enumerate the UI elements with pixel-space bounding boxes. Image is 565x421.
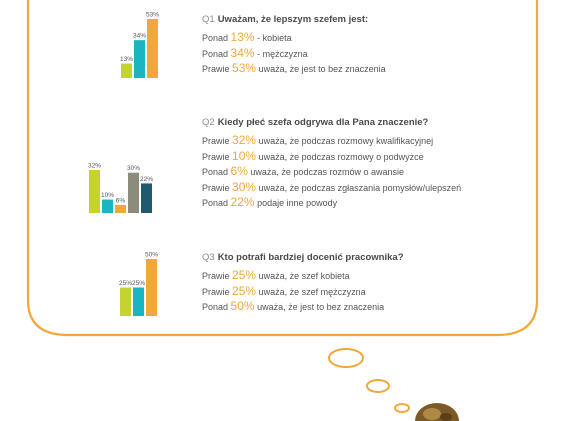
bubble-outline <box>26 0 539 337</box>
answer-percent: 25% <box>232 283 257 298</box>
answer-line: Ponad 13% - kobieta <box>202 30 292 44</box>
question-2-number: Q2 <box>202 117 215 128</box>
answer-line: Prawie 30% uważa, że podczas zgłaszania … <box>202 179 462 194</box>
answer-percent: 25% <box>232 268 257 282</box>
chart-3-bar-label: 25% <box>119 280 132 287</box>
chart-3-bar <box>120 287 131 316</box>
chart-2-bar-label: 32% <box>88 163 101 170</box>
chart-3-bar <box>146 259 157 316</box>
chart-1-bar <box>121 63 132 78</box>
answer-line: Prawie 53% uważa, że jest to bez znaczen… <box>202 61 386 76</box>
chart-2-bar-label: 6% <box>116 197 126 204</box>
chart-2-bar <box>102 199 113 213</box>
answer-line: Ponad 22% podaje inne powody <box>202 195 338 210</box>
chart-2-bar-label: 22% <box>140 176 153 183</box>
answer-line: Prawie 25% uważa, że szef mężczyzna <box>202 283 366 298</box>
question-2-block: Q2 Kiedy płeć szefa odgrywa dla Pana znac… <box>202 117 461 211</box>
answer-percent: 34% <box>230 45 255 60</box>
chart-2-bar <box>128 172 139 213</box>
character-head-illustration <box>415 403 459 421</box>
bubble-dot-large <box>328 348 364 368</box>
answer-line: Prawie 25% uważa, że szef kobieta <box>202 268 350 282</box>
chart-1-bar <box>147 19 158 78</box>
answer-percent: 30% <box>232 179 257 194</box>
answer-line: Ponad 6% uważa, że podczas rozmów o awan… <box>202 164 404 179</box>
chart-3-bar <box>133 287 144 316</box>
answer-percent: 53% <box>232 61 257 76</box>
chart-1-bar-label: 34% <box>133 33 146 40</box>
answer-percent: 6% <box>230 164 248 179</box>
bubble-dot-small <box>394 403 410 413</box>
answer-percent: 10% <box>232 148 257 163</box>
answer-line: Ponad 50% uważa, że jest to bez znaczeni… <box>202 299 385 314</box>
chart-2-bar <box>115 204 126 213</box>
chart-1-bar-label: 13% <box>120 56 133 63</box>
chart-1-bar-label: 53% <box>146 12 159 19</box>
answer-percent: 22% <box>230 195 255 210</box>
answer-line: Prawie 10% uważa, że podczas rozmowy o p… <box>202 148 424 163</box>
answer-line: Ponad 34% - mężczyzna <box>202 45 308 60</box>
answer-percent: 32% <box>232 133 257 147</box>
question-3-number: Q3 <box>202 252 215 263</box>
chart-1-bar <box>134 40 145 78</box>
question-3-title: Q3 Kto potrafi bardziej docenić pracownik… <box>202 252 404 263</box>
chart-3-bar-label: 50% <box>145 252 158 259</box>
chart-3-bar-label: 25% <box>132 280 145 287</box>
chart-2-bar <box>141 183 152 213</box>
chart-2-bar <box>89 170 100 213</box>
chart-2-bar-label: 10% <box>101 192 114 199</box>
question-1-block: Q1 Uważam, że lepszym szefem jest: Ponad … <box>202 14 386 77</box>
answer-line: Prawie 32% uważa, że podczas rozmowy kwa… <box>202 133 434 147</box>
question-2-title: Q2 Kiedy płeć szefa odgrywa dla Pana znac… <box>202 117 429 128</box>
answer-percent: 50% <box>230 299 255 314</box>
question-1-number: Q1 <box>202 14 215 25</box>
bubble-dot-medium <box>366 379 390 393</box>
question-3-block: Q3 Kto potrafi bardziej docenić pracownik… <box>202 252 404 315</box>
question-1-title: Q1 Uważam, że lepszym szefem jest: <box>202 14 369 25</box>
chart-2-bar-label: 30% <box>127 165 140 172</box>
answer-percent: 13% <box>230 30 255 44</box>
